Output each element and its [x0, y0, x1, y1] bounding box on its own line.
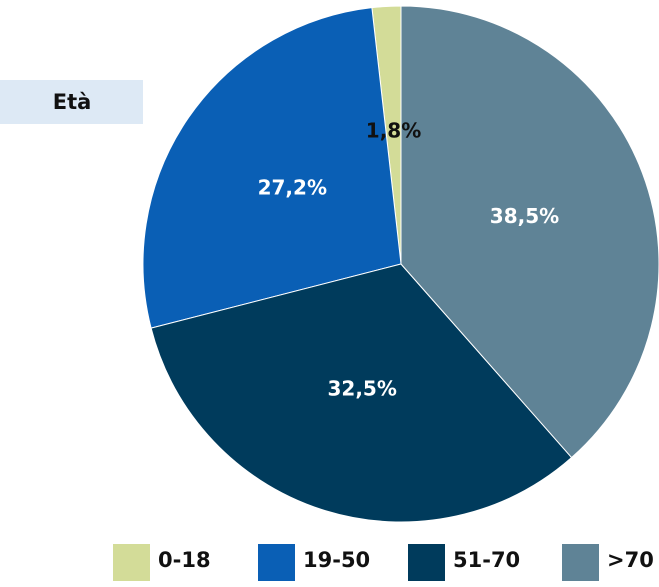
legend-swatch — [113, 544, 150, 581]
slice-label: 38,5% — [490, 204, 559, 228]
chart-title: Età — [53, 90, 92, 114]
legend-label: >70 — [607, 548, 654, 572]
pie-slice — [150, 263, 573, 523]
slice-label: 27,2% — [258, 176, 327, 200]
legend-label: 51-70 — [453, 548, 520, 572]
legend-swatch — [562, 544, 599, 581]
legend-label: 0-18 — [158, 548, 211, 572]
legend-swatch — [408, 544, 445, 581]
legend-label: 19-50 — [303, 548, 370, 572]
slice-label: 1,8% — [366, 119, 421, 143]
pie-slice — [400, 5, 659, 459]
legend-swatch — [258, 544, 295, 581]
pie-slice — [142, 7, 402, 329]
title-box — [0, 80, 143, 124]
slice-label: 32,5% — [327, 377, 396, 401]
